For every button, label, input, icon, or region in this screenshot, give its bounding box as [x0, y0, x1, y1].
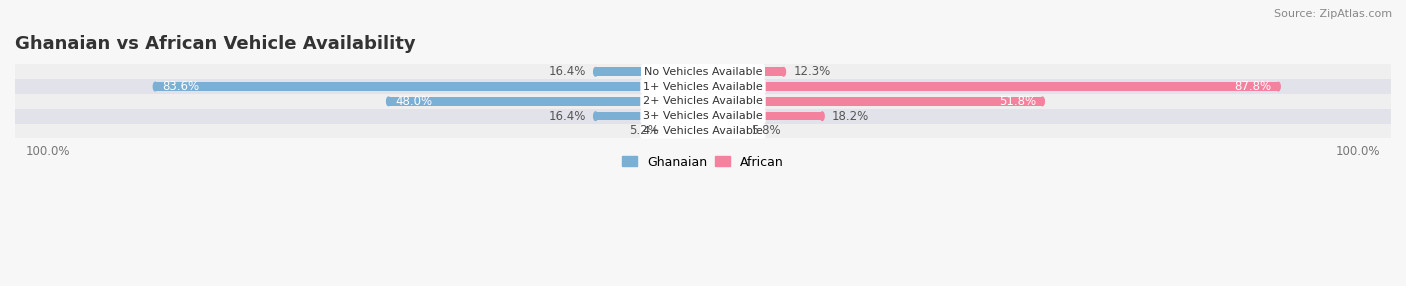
Text: 4+ Vehicles Available: 4+ Vehicles Available [643, 126, 763, 136]
Bar [0, 79, 1406, 94]
Bar [596, 112, 703, 120]
Text: 87.8%: 87.8% [1234, 80, 1272, 93]
Circle shape [387, 97, 391, 106]
Circle shape [666, 127, 671, 135]
Text: 5.2%: 5.2% [630, 124, 659, 138]
Bar [669, 127, 703, 135]
Text: 1+ Vehicles Available: 1+ Vehicles Available [643, 82, 763, 92]
Text: 5.8%: 5.8% [751, 124, 780, 138]
Bar [703, 97, 1042, 106]
Circle shape [1040, 97, 1045, 106]
Circle shape [153, 82, 157, 91]
Circle shape [593, 112, 598, 120]
Circle shape [820, 112, 824, 120]
Bar [703, 127, 741, 135]
Circle shape [782, 67, 786, 76]
Circle shape [702, 67, 704, 76]
Text: 12.3%: 12.3% [793, 65, 831, 78]
Text: 83.6%: 83.6% [162, 80, 198, 93]
Bar [0, 109, 1406, 124]
Circle shape [702, 82, 704, 91]
Text: 2+ Vehicles Available: 2+ Vehicles Available [643, 96, 763, 106]
Circle shape [593, 67, 598, 76]
Circle shape [702, 97, 704, 106]
Text: 3+ Vehicles Available: 3+ Vehicles Available [643, 111, 763, 121]
Text: No Vehicles Available: No Vehicles Available [644, 67, 762, 77]
Bar [388, 97, 703, 106]
Bar [0, 64, 1406, 79]
Circle shape [740, 127, 742, 135]
Text: 48.0%: 48.0% [395, 95, 432, 108]
Circle shape [702, 82, 704, 91]
Circle shape [702, 112, 704, 120]
Circle shape [1277, 82, 1281, 91]
Bar [703, 67, 783, 76]
Circle shape [702, 127, 704, 135]
Text: Source: ZipAtlas.com: Source: ZipAtlas.com [1274, 9, 1392, 19]
Text: 18.2%: 18.2% [832, 110, 869, 123]
Text: 51.8%: 51.8% [998, 95, 1036, 108]
Circle shape [702, 67, 704, 76]
Bar [0, 94, 1406, 109]
Bar [703, 112, 823, 120]
Bar [703, 82, 1278, 91]
Text: 16.4%: 16.4% [548, 110, 586, 123]
Circle shape [702, 127, 704, 135]
Bar [0, 124, 1406, 138]
Bar [596, 67, 703, 76]
Circle shape [702, 112, 704, 120]
Text: Ghanaian vs African Vehicle Availability: Ghanaian vs African Vehicle Availability [15, 35, 416, 53]
Circle shape [702, 97, 704, 106]
Bar [155, 82, 703, 91]
Legend: Ghanaian, African: Ghanaian, African [617, 151, 789, 174]
Text: 16.4%: 16.4% [548, 65, 586, 78]
